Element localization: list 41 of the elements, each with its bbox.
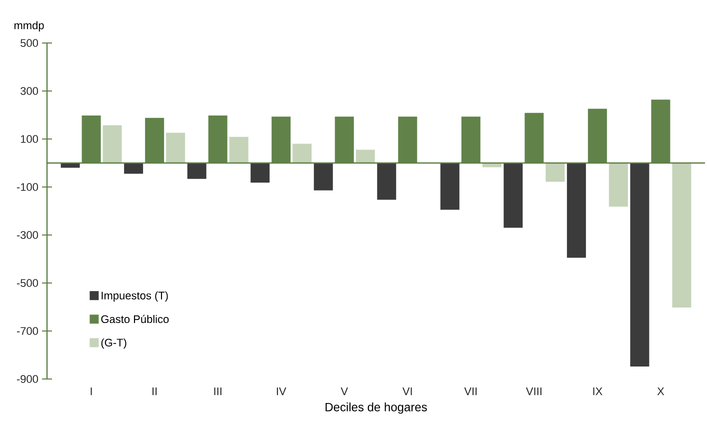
x-tick-label: X [657, 388, 664, 396]
bar [440, 162, 460, 210]
x-tick-label: VI [402, 388, 412, 396]
x-tick-label: IX [593, 388, 602, 396]
x-tick-label: VIII [526, 388, 542, 396]
y-tick-label: -500 [16, 279, 38, 287]
y-tick-label: -700 [16, 327, 38, 335]
bar [356, 150, 375, 163]
bar [292, 144, 312, 163]
x-axis-title: Deciles de hogares [326, 402, 427, 414]
bar [672, 162, 692, 308]
x-tick-label: IV [276, 388, 286, 396]
legend-label: (G-T) [101, 338, 126, 349]
bar [229, 136, 248, 163]
bar [608, 162, 628, 207]
bar [546, 162, 565, 182]
legend-label: Impuestos (T) [102, 291, 168, 302]
bar [166, 132, 186, 163]
legend-label: Gasto Público [101, 314, 169, 324]
y-axis-title: mmdp [14, 21, 44, 32]
bar [314, 162, 333, 190]
bar [102, 125, 122, 163]
x-tick-label: I [90, 388, 92, 396]
y-tick-label: -100 [16, 183, 38, 191]
bar [187, 162, 206, 179]
x-tick-label: II [152, 388, 157, 396]
bar [504, 162, 523, 228]
bar [566, 162, 586, 258]
bar [250, 162, 270, 183]
y-tick-label: 100 [20, 135, 38, 143]
x-tick-label: V [340, 388, 348, 396]
bar [60, 162, 80, 168]
y-tick-label: 500 [20, 39, 38, 47]
bar [124, 162, 144, 174]
y-tick-label: -900 [16, 375, 38, 383]
bar [630, 162, 650, 367]
y-tick-label: -300 [16, 231, 38, 239]
bar [377, 162, 396, 200]
y-tick-label: 300 [20, 87, 38, 95]
x-tick-label: VII [464, 388, 477, 396]
x-tick-label: III [214, 388, 222, 396]
